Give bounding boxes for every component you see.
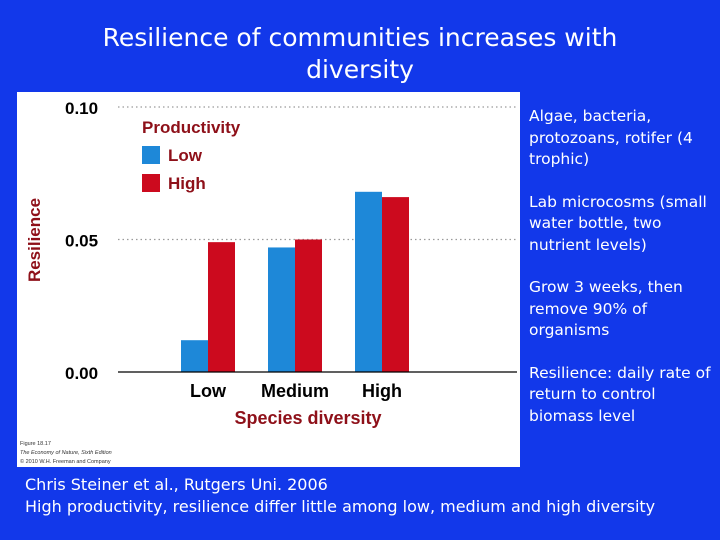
figure-credit: Figure 18.17 The Economy of Nature, Sixt…	[20, 441, 112, 465]
x-tick-label: High	[362, 381, 402, 401]
bar-low-low	[181, 340, 208, 372]
bar-low-high	[208, 242, 235, 372]
y-tick-label: 0.00	[65, 364, 98, 383]
note-text: Algae, bacteria, protozoans, rotifer (4 …	[529, 107, 693, 168]
figure-credit-line: The Economy of Nature, Sixth Edition	[20, 450, 112, 456]
legend-swatch-low	[142, 146, 160, 164]
note-text: Lab microcosms (small water bottle, two …	[529, 192, 707, 254]
y-tick-label: 0.05	[65, 232, 98, 251]
figure-credit-line: Figure 18.17	[20, 441, 51, 447]
y-tick-label: 0.10	[65, 99, 98, 118]
figure-panel: 0.00 0.05 0.10 Low Medium High Resilience Sp…	[17, 92, 520, 467]
y-axis-label: Resilience	[25, 198, 44, 282]
legend-title: Productivity	[142, 118, 241, 137]
legend-label-low: Low	[168, 146, 203, 165]
x-axis-label: Species diversity	[234, 408, 381, 428]
legend-swatch-high	[142, 174, 160, 192]
bar-high-low	[355, 191, 382, 372]
bar-medium-high	[295, 239, 322, 372]
bar-medium-low	[268, 247, 295, 372]
x-tick-label: Medium	[261, 381, 329, 401]
x-tick-label: Low	[190, 381, 227, 401]
bar-chart: 0.00 0.05 0.10 Low Medium High Resilience Sp…	[20, 99, 517, 465]
bar-high-high	[382, 197, 409, 372]
notes-panel: Algae, bacteria, protozoans, rotifer (4 …	[529, 106, 714, 448]
note-text: Grow 3 weeks, then remove 90% of organis…	[529, 278, 683, 339]
legend-label-high: High	[168, 174, 206, 193]
citation-text: Chris Steiner et al., Rutgers Uni. 2006	[25, 475, 328, 494]
note-text: Resilience: daily rate of return to cont…	[529, 363, 711, 425]
conclusion-text: High productivity, resilience differ lit…	[25, 496, 656, 516]
slide-title: Resilience of communities increases with…	[102, 23, 618, 84]
footer-text: Chris Steiner et al., Rutgers Uni. 2006 …	[25, 474, 715, 517]
figure-credit-line: © 2010 W.H. Freeman and Company	[20, 458, 111, 465]
